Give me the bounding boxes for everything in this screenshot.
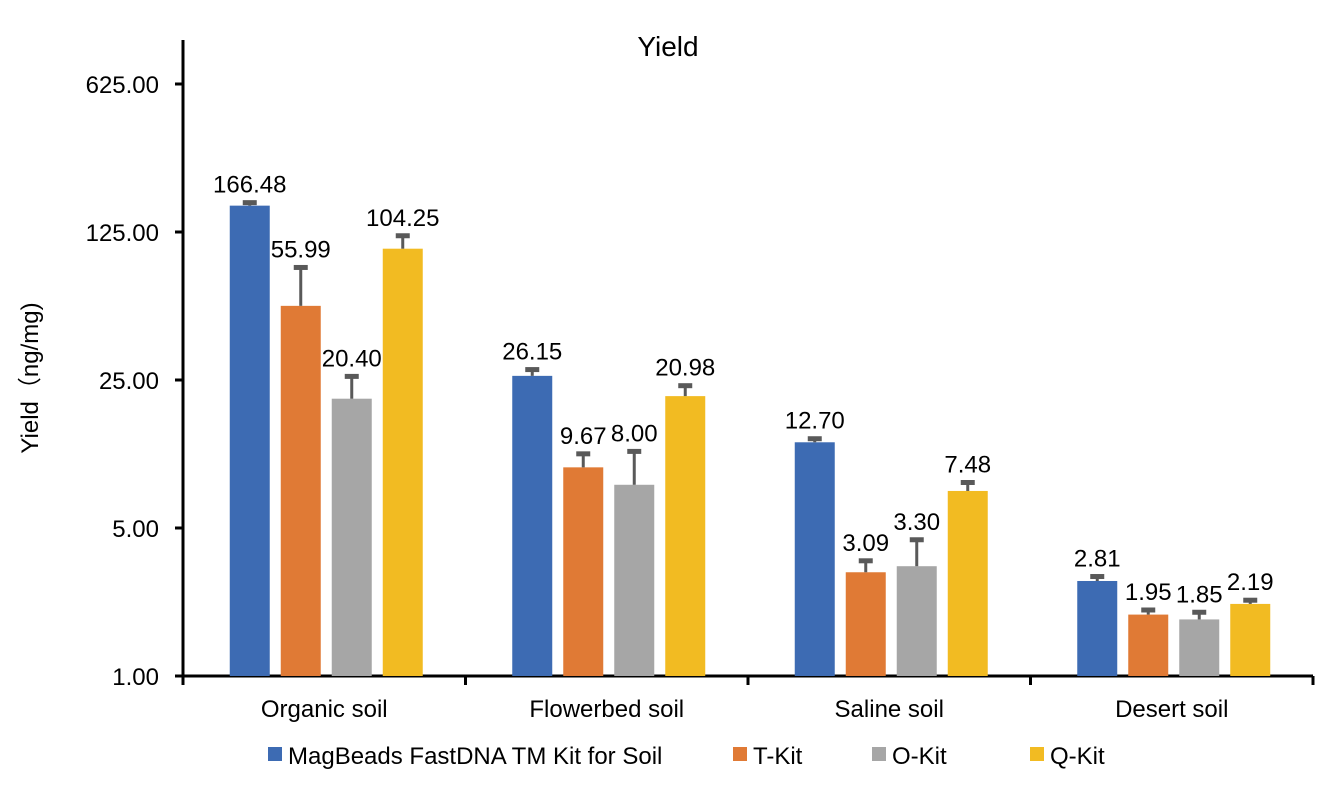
data-label: 7.48: [944, 452, 991, 479]
bar: [1077, 580, 1118, 676]
bar: [1128, 614, 1169, 676]
bar: [665, 396, 706, 676]
legend-label: T-Kit: [753, 743, 803, 770]
bar: [382, 248, 423, 676]
bar: [563, 467, 604, 676]
bar: [1230, 603, 1271, 676]
bar: [845, 572, 886, 676]
legend-label: O-Kit: [892, 743, 947, 770]
legend-group: MagBeads FastDNA TM Kit for Soil T-Kit O-K…: [268, 743, 1105, 770]
bar: [947, 490, 988, 676]
y-tick-label: 625.00: [86, 72, 159, 99]
data-label: 3.09: [842, 530, 889, 557]
bar: [229, 205, 270, 676]
data-label: 20.98: [655, 355, 715, 382]
bar: [614, 484, 655, 676]
data-label: 3.30: [893, 509, 940, 536]
y-tick-label: 1.00: [112, 664, 159, 691]
bar: [512, 375, 553, 676]
data-label: 1.95: [1125, 579, 1172, 606]
data-label: 9.67: [560, 423, 607, 450]
data-label: 12.70: [785, 408, 845, 435]
x-tick-label: Flowerbed soil: [529, 696, 684, 723]
data-label: 20.40: [322, 345, 382, 372]
y-tick-label: 25.00: [99, 368, 159, 395]
data-label: 55.99: [271, 236, 331, 263]
bar: [280, 305, 321, 676]
data-label: 26.15: [502, 339, 562, 366]
y-tick-label: 125.00: [86, 220, 159, 247]
x-tick-label: Saline soil: [835, 696, 944, 723]
axes-group: 1.00 5.00 25.00 125.00 625.00 Organic soil Flo…: [86, 40, 1315, 723]
bar: [896, 566, 937, 676]
x-tick-label: Organic soil: [261, 696, 388, 723]
chart-title: Yield: [637, 31, 698, 62]
legend-swatch: [872, 747, 886, 761]
bar: [1179, 619, 1220, 676]
legend-label: MagBeads FastDNA TM Kit for Soil: [288, 743, 662, 770]
legend-swatch: [1030, 747, 1044, 761]
legend-label: Q-Kit: [1050, 743, 1105, 770]
data-label: 8.00: [611, 420, 658, 447]
data-label: 104.25: [366, 205, 439, 232]
data-label: 1.85: [1176, 581, 1223, 608]
data-label: 166.48: [213, 172, 286, 199]
legend-swatch: [733, 747, 747, 761]
x-tick-label: Desert soil: [1115, 696, 1228, 723]
bar: [794, 442, 835, 676]
y-tick-label: 5.00: [112, 516, 159, 543]
bar: [331, 398, 372, 676]
bars-group: 166.48 26.15 12.70 2.81 55.99 9.67 3.09 1.95 20.…: [213, 172, 1274, 676]
y-axis-label: Yield（ng/mg): [17, 302, 44, 453]
legend-swatch: [268, 747, 282, 761]
data-label: 2.19: [1227, 569, 1274, 596]
data-label: 2.81: [1074, 546, 1121, 573]
